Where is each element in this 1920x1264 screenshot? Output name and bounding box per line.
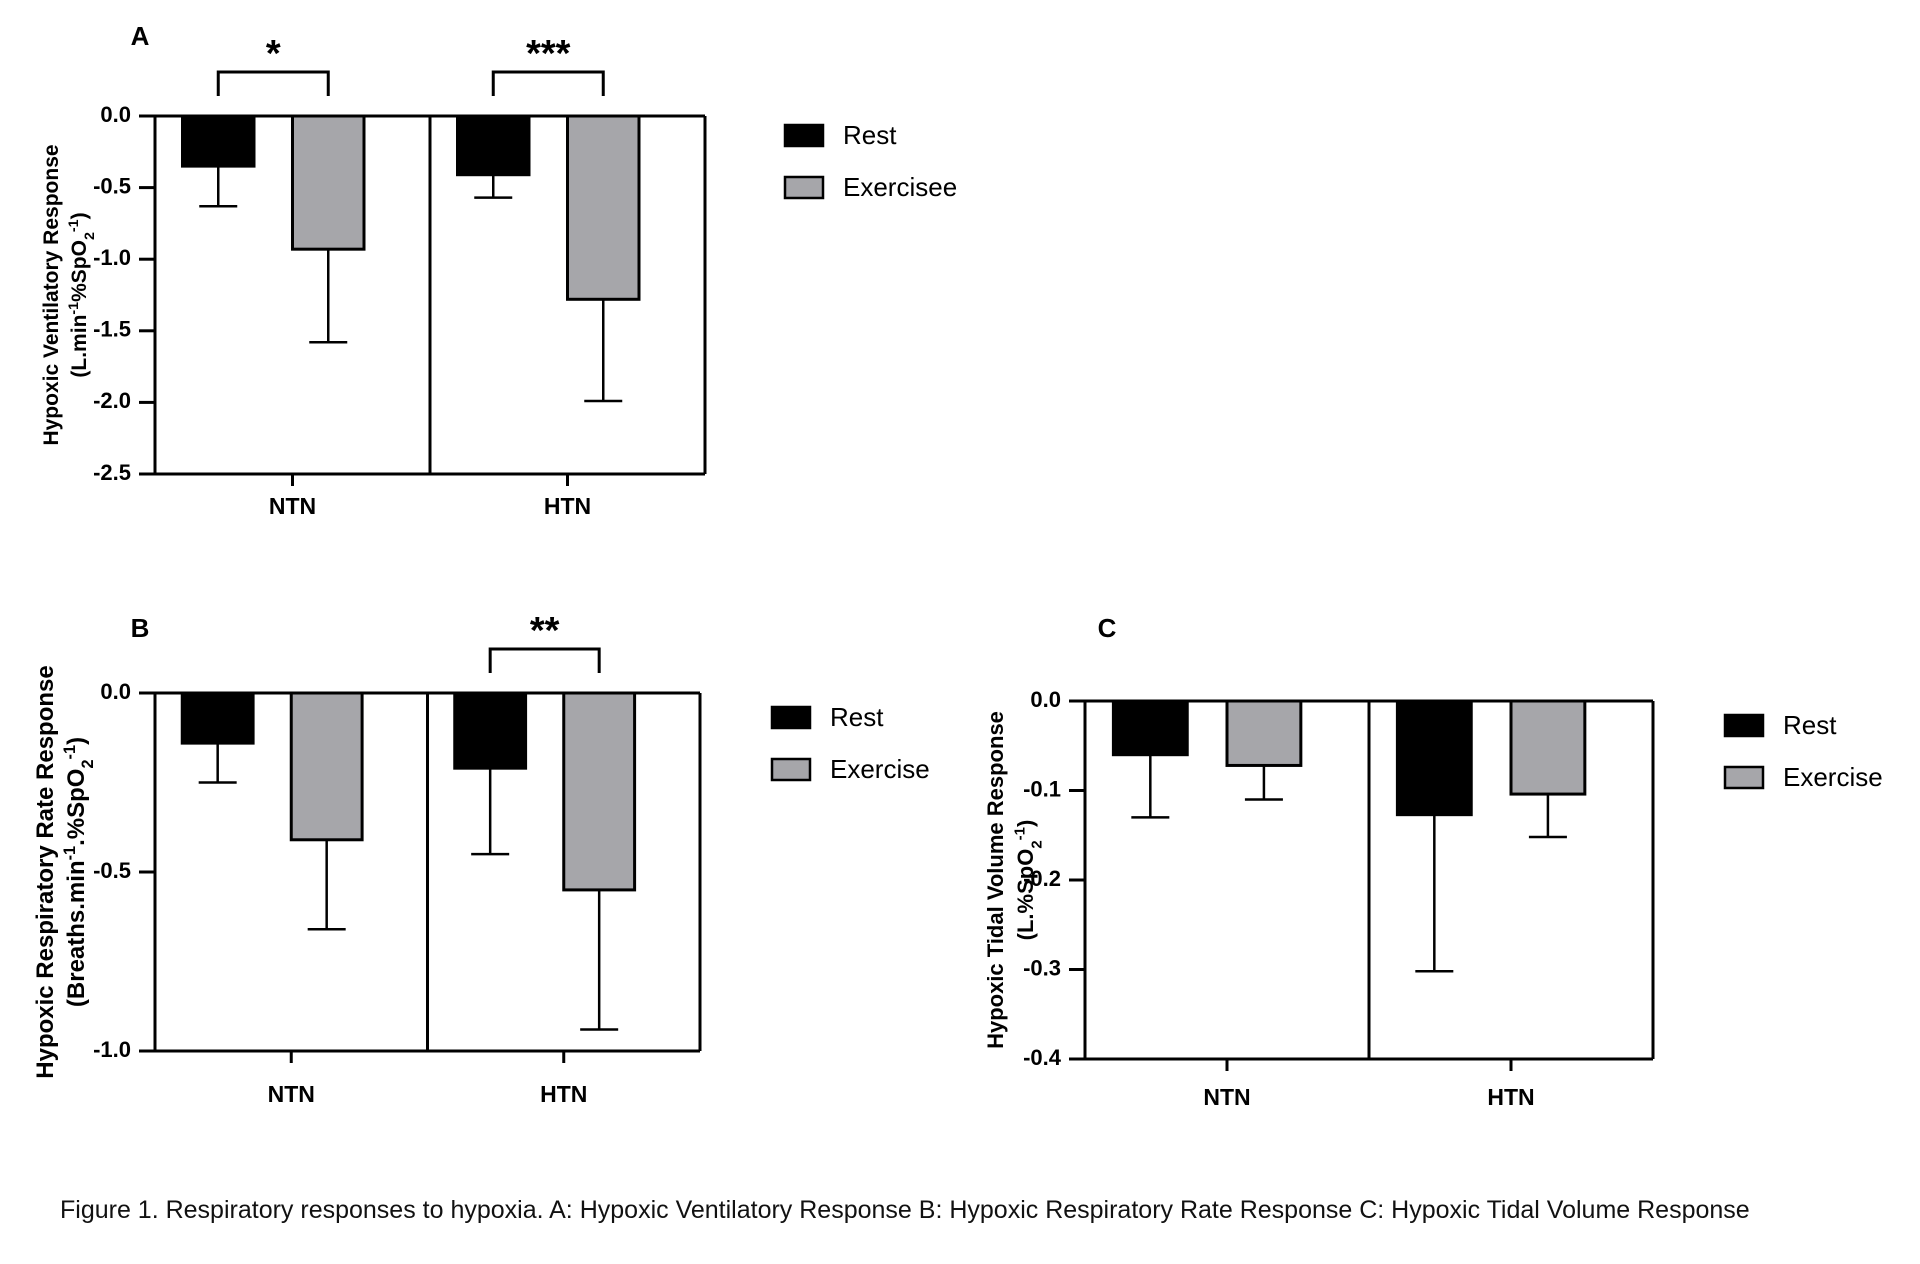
x-tick-label: HTN	[540, 1081, 587, 1107]
significance-marker: *	[266, 33, 281, 75]
significance-bracket	[491, 70, 605, 96]
chart-panel-b: B 0.0 -0.5 -1.0 NTN HTN ** Hypoxic Respiratory …	[32, 610, 930, 1107]
bar-rest-ntn	[1111, 699, 1189, 757]
legend-label-rest: Rest	[1783, 710, 1837, 740]
y-tick-label: -0.5	[93, 858, 131, 883]
bar-exercise-ntn	[1225, 699, 1303, 767]
legend-swatch-rest	[770, 705, 812, 730]
bar-exercisee-htn	[566, 114, 641, 301]
y-tick-label: -0.5	[93, 173, 131, 198]
legend-swatch-rest	[1723, 713, 1765, 738]
bar-rest-htn	[1395, 699, 1473, 817]
y-axis-label: Hypoxic Respiratory Rate Response	[32, 665, 59, 1078]
panel-letter: C	[1098, 613, 1117, 643]
bar-rest-htn	[456, 114, 531, 177]
y-axis-label: Hypoxic Tidal Volume Response	[983, 711, 1008, 1049]
legend-label-exercise: Exercise	[830, 754, 930, 784]
significance-bracket	[216, 70, 330, 96]
y-tick-label: -0.3	[1023, 955, 1061, 980]
y-tick-label: -0.1	[1023, 776, 1061, 801]
bar-rest-ntn	[180, 691, 255, 745]
y-tick-label: -2.0	[93, 388, 131, 413]
bar-exercisee-ntn	[291, 114, 366, 251]
figure-caption: Figure 1. Respiratory responses to hypox…	[60, 1196, 1750, 1224]
significance-marker: **	[530, 610, 560, 652]
legend-label-exercise: Exercise	[1783, 762, 1883, 792]
y-tick-label: 0.0	[1030, 687, 1061, 712]
x-tick-label: HTN	[544, 493, 591, 519]
significance-marker: ***	[526, 33, 571, 75]
y-tick-label: 0.0	[100, 102, 131, 127]
legend-swatch-rest	[783, 123, 825, 148]
chart-panel-a: A 0.0 -0.5 -1.0 -1.5 -2.0 -2.5 NTN * HTN *** Hypoxi…	[40, 21, 957, 519]
significance-bracket	[488, 647, 601, 673]
x-tick-label: NTN	[269, 493, 316, 519]
legend-label-rest: Rest	[843, 120, 897, 150]
bar-rest-htn	[453, 691, 528, 770]
x-tick-label: NTN	[268, 1081, 315, 1107]
y-tick-label: -0.2	[1023, 866, 1061, 891]
legend-label-rest: Rest	[830, 702, 884, 732]
y-tick-label: -2.5	[93, 460, 131, 485]
bar-exercise-htn	[1509, 699, 1587, 796]
y-tick-label: -1.0	[93, 1037, 131, 1062]
bar-rest-ntn	[181, 114, 256, 168]
legend-swatch-exercisee	[783, 175, 825, 200]
y-tick-label: 0.0	[100, 679, 131, 704]
legend-swatch-exercise	[770, 757, 812, 782]
y-axis-label: Hypoxic Ventilatory Response	[40, 144, 63, 445]
y-tick-label: -1.5	[93, 317, 131, 342]
bar-exercise-ntn	[289, 691, 364, 842]
y-tick-label: -0.4	[1023, 1045, 1062, 1070]
bar-exercise-htn	[562, 691, 637, 892]
x-tick-label: NTN	[1203, 1084, 1250, 1110]
chart-panel-c: C 0.0 -0.1 -0.2 -0.3 -0.4 NTN HTN Hypoxic Tidal …	[983, 613, 1883, 1110]
legend-label-exercisee: Exercisee	[843, 172, 957, 202]
y-tick-label: -1.0	[93, 245, 131, 270]
y-axis-unit-label: (L.min-1%SpO2-1)	[66, 212, 98, 377]
y-axis-unit-label: (Breaths.min-1.%SpO2-1)	[61, 737, 97, 1007]
legend-swatch-exercise	[1723, 765, 1765, 790]
x-tick-label: HTN	[1487, 1084, 1534, 1110]
panel-letter: A	[131, 21, 150, 51]
panel-letter: B	[131, 613, 150, 643]
y-axis-unit-label: (L.%SpO2-1)	[1012, 820, 1046, 941]
